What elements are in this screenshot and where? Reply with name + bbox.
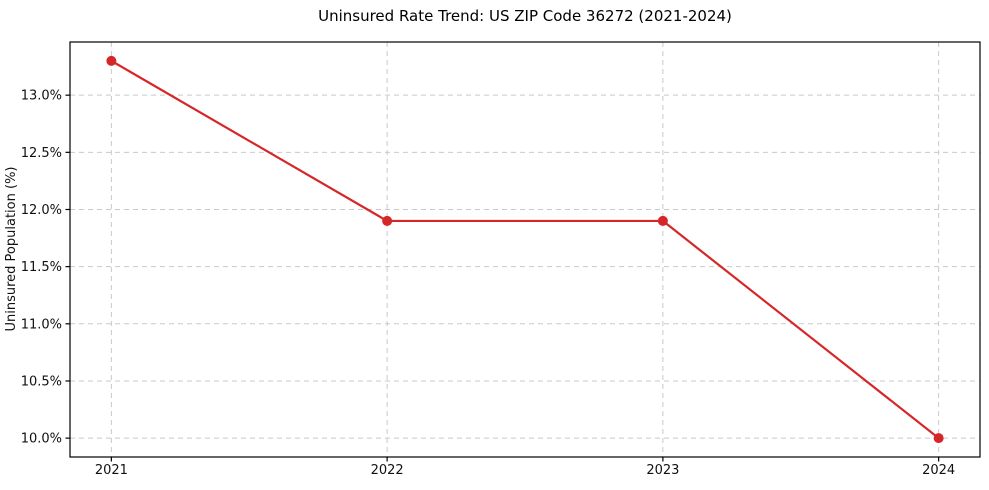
tick-layer: 10.0% 10.5% 11.0% 11.5% 12.0% 12.5% 13.0% 2021 2… bbox=[21, 89, 955, 478]
x-tick-label: 2023 bbox=[646, 463, 679, 478]
plot-frame bbox=[69, 41, 981, 458]
y-tick-label: 11.0% bbox=[21, 317, 62, 332]
x-tick-label: 2024 bbox=[922, 463, 955, 478]
x-tick-label: 2021 bbox=[95, 463, 128, 478]
trend-line bbox=[110, 59, 940, 440]
y-tick-label: 12.0% bbox=[21, 203, 62, 218]
data-point-marker bbox=[657, 215, 668, 226]
y-tick-label: 12.5% bbox=[21, 146, 62, 161]
y-axis-label: Uninsured Population (%) bbox=[4, 167, 19, 332]
data-point-marker bbox=[382, 215, 393, 226]
grid-layer bbox=[70, 42, 980, 457]
y-tick-label: 10.5% bbox=[21, 374, 62, 389]
chart-title: Uninsured Rate Trend: US ZIP Code 36272 … bbox=[318, 7, 732, 25]
x-tick-label: 2022 bbox=[371, 463, 404, 478]
y-tick-label: 10.0% bbox=[21, 432, 62, 447]
y-tick-label: 11.5% bbox=[21, 260, 62, 275]
y-tick-label: 13.0% bbox=[21, 89, 62, 104]
series-layer bbox=[106, 55, 944, 444]
data-point-marker bbox=[933, 433, 944, 444]
data-point-marker bbox=[106, 55, 117, 66]
